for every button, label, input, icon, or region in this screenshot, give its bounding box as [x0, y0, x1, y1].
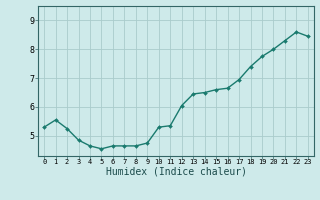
X-axis label: Humidex (Indice chaleur): Humidex (Indice chaleur): [106, 166, 246, 176]
